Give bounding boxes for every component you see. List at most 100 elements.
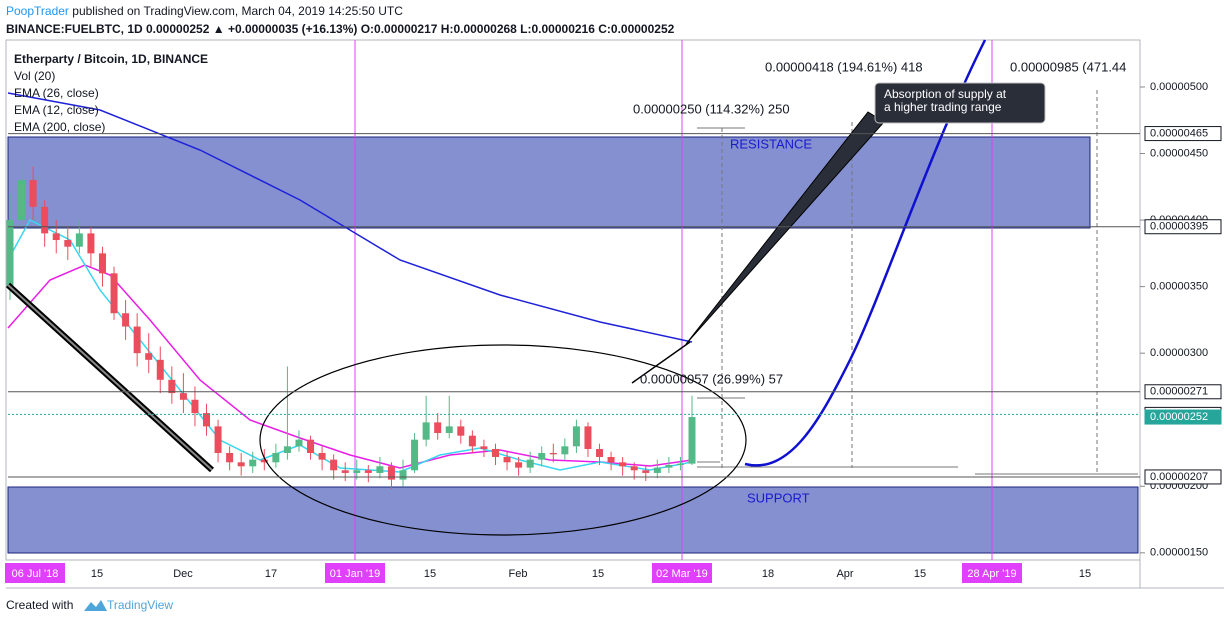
x-tick-label: 01 Jan '19	[330, 568, 380, 580]
candle-body	[283, 446, 291, 453]
header: PoopTrader published on TradingView.com,…	[6, 4, 403, 18]
candle-body	[249, 459, 257, 467]
candle-body	[133, 326, 141, 354]
price-label: 0.00000207	[1150, 471, 1208, 483]
candle-body	[457, 426, 465, 436]
date-highlight	[652, 563, 712, 583]
candle-body	[607, 456, 615, 463]
callout-text: a higher trading range	[884, 100, 1002, 114]
annotation: SUPPORT	[747, 490, 810, 505]
candle-body	[122, 313, 130, 327]
x-tick-label: 15	[592, 568, 604, 580]
footer-brand[interactable]: TradingView	[107, 598, 173, 612]
candle-body	[87, 233, 95, 254]
x-tick-label: 28 Apr '19	[967, 568, 1016, 580]
price-label-box	[1144, 409, 1222, 425]
candle-body	[318, 452, 326, 460]
header-rest: published on TradingView.com, March 04, …	[69, 4, 403, 18]
x-tick-label: Apr	[836, 568, 853, 580]
candle-body	[665, 464, 673, 468]
legend-entry: EMA (200, close)	[14, 120, 105, 134]
footer: Created with	[6, 598, 73, 612]
x-tick-label: 18	[762, 568, 774, 580]
y-tick-label: 0.00000300	[1150, 347, 1208, 359]
candle-body	[237, 462, 245, 467]
candle-body	[156, 359, 164, 380]
candle-body	[596, 448, 604, 457]
x-tick-label: 15	[424, 568, 436, 580]
x-tick-label: 15	[91, 568, 103, 580]
author[interactable]: PoopTrader	[6, 4, 69, 18]
candle-body	[64, 240, 72, 247]
candle-body	[549, 452, 557, 455]
candle-body	[503, 456, 511, 463]
trend-line-inner	[7, 284, 213, 471]
candle-body	[411, 439, 419, 471]
candle-body	[29, 180, 37, 207]
annotation: 0.00000250 (114.32%) 250	[633, 101, 790, 116]
candle-body	[561, 446, 569, 455]
candle-body	[630, 466, 638, 471]
candle-body	[214, 426, 222, 453]
candle-body	[75, 233, 83, 247]
price-label-box	[1144, 126, 1222, 142]
candle-body	[6, 220, 14, 287]
candle-body	[480, 446, 488, 449]
candle-body	[538, 452, 546, 460]
candle-body	[376, 466, 384, 473]
price-label: 0.00000465	[1150, 127, 1208, 139]
candle-body	[364, 470, 372, 473]
candle-body	[307, 439, 315, 453]
candle-body	[526, 459, 534, 468]
candle-body	[468, 435, 476, 447]
y-tick-label: 0.00000150	[1150, 547, 1208, 559]
range-ellipse	[259, 344, 747, 536]
candle-body	[676, 463, 684, 465]
price-label-box	[1144, 469, 1222, 485]
ema-200	[7, 92, 693, 343]
candle-body	[295, 439, 303, 447]
candle-body	[18, 180, 26, 221]
candle-body	[515, 462, 523, 468]
candle-body	[145, 353, 153, 360]
candle-body	[52, 233, 60, 241]
candle-body	[688, 417, 696, 464]
callout-box	[874, 82, 1046, 124]
candle-body	[353, 470, 361, 473]
candle-body	[191, 399, 199, 414]
legend-entry: Vol (20)	[14, 69, 55, 83]
legend-entry: EMA (12, close)	[14, 103, 99, 117]
x-tick-label: Feb	[509, 568, 528, 580]
x-tick-label: 06 Jul '18	[12, 568, 59, 580]
price-label-box	[1144, 219, 1222, 235]
callout-text: Absorption of supply at	[884, 87, 1007, 101]
candle-body	[422, 422, 430, 440]
y-tick-label: 0.00000500	[1150, 81, 1208, 93]
x-tick-label: Dec	[173, 568, 193, 580]
candle-body	[445, 426, 453, 434]
candle-body	[41, 206, 49, 234]
annotation: RESISTANCE	[730, 136, 812, 151]
candle-body	[653, 467, 661, 473]
candles	[6, 160, 696, 489]
legend-entry: Etherparty / Bitcoin, 1D, BINANCE	[14, 52, 208, 66]
candle-body	[584, 426, 592, 449]
price-label: 0.00000252	[1150, 411, 1208, 423]
candle-body	[619, 462, 627, 467]
candle-body	[387, 466, 395, 480]
candle-body	[203, 413, 211, 427]
candle-body	[642, 470, 650, 473]
x-tick-label: 15	[1079, 568, 1091, 580]
date-highlight	[5, 563, 65, 583]
resistance-zone	[7, 136, 1091, 229]
price-label-box	[1144, 384, 1222, 400]
candle-body	[98, 253, 106, 274]
callout-pointer	[631, 341, 691, 384]
candle-body	[434, 422, 442, 434]
annotation: 0.00000057 (26.99%) 57	[640, 371, 783, 386]
x-tick-label: 15	[914, 568, 926, 580]
candle-body	[226, 452, 234, 463]
candle-body	[399, 470, 407, 480]
date-highlight	[325, 563, 385, 583]
